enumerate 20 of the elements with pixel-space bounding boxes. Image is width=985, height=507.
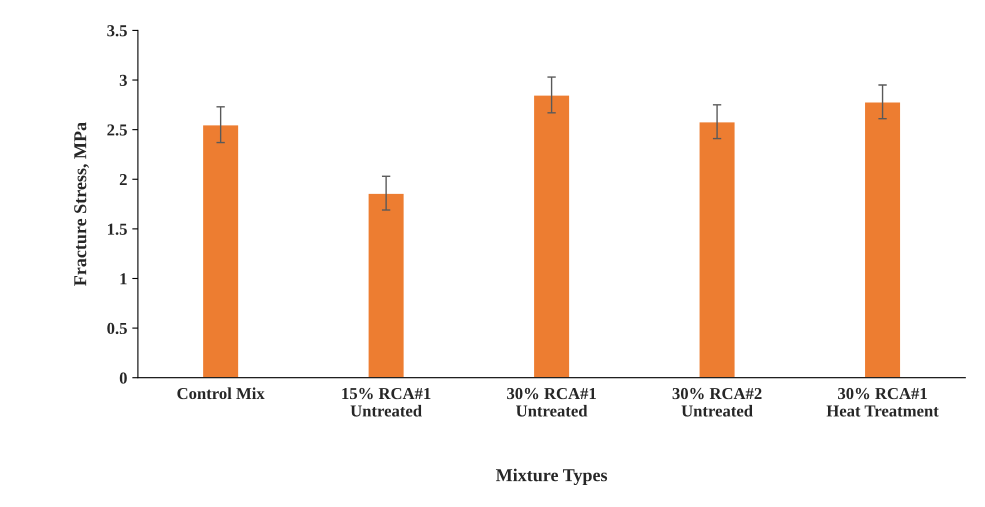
y-tick-label: 3.5 xyxy=(107,25,127,36)
x-axis-title: Mixture Types xyxy=(496,468,608,486)
bar xyxy=(202,124,240,378)
x-tick-label: 30% RCA#1 Heat Treatment xyxy=(826,388,939,417)
y-tick-label: 0 xyxy=(120,372,127,384)
y-tick-label: 1 xyxy=(120,273,127,284)
bar xyxy=(532,94,570,378)
x-tick-label: 30% RCA#2 Untreated xyxy=(672,388,762,417)
y-tick-label: 2 xyxy=(120,174,127,186)
y-tick-label: 3 xyxy=(120,74,127,86)
x-tick-label: Control Mix xyxy=(177,387,265,400)
x-tick-label: 15% RCA#1 Untreated xyxy=(342,388,430,417)
x-tick-label: 30% RCA#1 Untreated xyxy=(507,388,596,417)
y-axis-title: Fracture Stress, MPa xyxy=(74,122,89,286)
y-tick-label: 1.5 xyxy=(108,224,127,235)
y-tick-label: 0.5 xyxy=(107,322,127,334)
bar xyxy=(864,101,902,378)
bar xyxy=(367,192,406,378)
bar xyxy=(698,121,736,378)
y-tick-label: 2.5 xyxy=(107,124,127,136)
